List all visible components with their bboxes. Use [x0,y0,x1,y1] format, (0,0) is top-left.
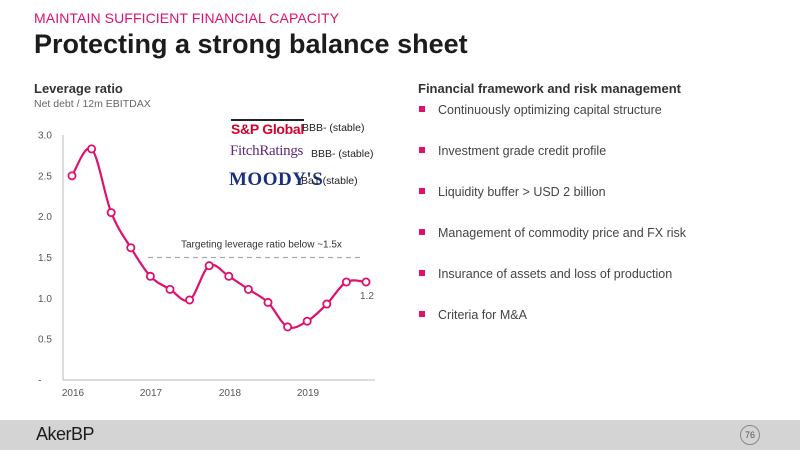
moodys-rating: Ba1 (stable) [301,175,358,187]
company-logo: AkerBP [36,424,95,444]
data-point [185,295,195,305]
list-item-text: Management of commodity price and FX ris… [438,226,687,240]
bullet-marker [419,106,425,112]
bullet-marker [419,229,425,235]
section-kicker: MAINTAIN SUFFICIENT FINANCIAL CAPACITY [34,10,340,26]
data-point [67,171,77,181]
moodys-logo: MOODY'S [229,169,324,190]
list-item-text: Criteria for M&A [438,308,527,322]
y-tick-label: 0.5 [38,335,52,346]
y-tick-label: 1.5 [38,253,52,264]
list-item: Liquidity buffer > USD 2 billion [418,184,686,225]
list-item-text: Insurance of assets and loss of producti… [438,267,673,281]
y-tick-label: - [38,376,41,387]
leverage-ratio-chart: - 0.5 1.0 1.5 2.0 2.5 3.0 2016 2017 2018 2019 Targe… [38,131,375,399]
list-item: Insurance of assets and loss of producti… [418,266,686,307]
target-label: Targeting leverage ratio below ~1.5x [181,240,342,251]
data-point [341,277,351,287]
data-point [302,316,312,326]
x-tick-label: 2018 [219,388,242,399]
bullet-marker [419,147,425,153]
list-item: Continuously optimizing capital structur… [418,102,686,143]
chart-title: Leverage ratio [34,81,123,96]
data-point [322,299,332,309]
x-tick-label: 2017 [140,388,163,399]
framework-title: Financial framework and risk management [418,81,681,96]
list-item-text: Investment grade credit profile [438,144,607,158]
data-point [126,243,136,253]
data-point [361,277,371,287]
bullet-marker [419,270,425,276]
chart-subtitle: Net debt / 12m EBITDAX [34,98,151,110]
sp-rating: BBB- (stable) [302,122,365,134]
bullet-marker [419,188,425,194]
series-line [71,146,367,329]
data-point [283,322,293,332]
fitch-rating: BBB- (stable) [311,148,374,160]
list-item-text: Continuously optimizing capital structur… [438,103,662,117]
y-tick-label: 1.0 [38,294,52,305]
y-tick-label: 3.0 [38,131,52,142]
data-point [204,261,214,271]
x-tick-label: 2019 [297,388,320,399]
data-point [106,208,116,218]
sp-global-logo: S&P Global [231,119,304,137]
fitch-ratings-logo: FitchRatings [230,143,304,159]
data-point [263,297,273,307]
end-value-label: 1.2 [360,291,374,302]
list-item: Investment grade credit profile [418,143,686,184]
y-tick-label: 2.0 [38,212,52,223]
framework-list: Continuously optimizing capital structur… [418,102,686,348]
y-tick-label: 2.5 [38,171,52,182]
data-point [145,271,155,281]
data-point [165,284,175,294]
footer-bar [0,420,800,450]
x-tick-label: 2016 [62,388,85,399]
list-item: Criteria for M&A [418,307,686,348]
bullet-marker [419,311,425,317]
page-title: Protecting a strong balance sheet [34,29,468,59]
list-item-text: Liquidity buffer > USD 2 billion [438,185,606,199]
page-number: 76 [740,425,760,445]
list-item: Management of commodity price and FX ris… [418,225,686,266]
data-point [87,144,97,154]
data-point [224,271,234,281]
data-point [243,284,253,294]
